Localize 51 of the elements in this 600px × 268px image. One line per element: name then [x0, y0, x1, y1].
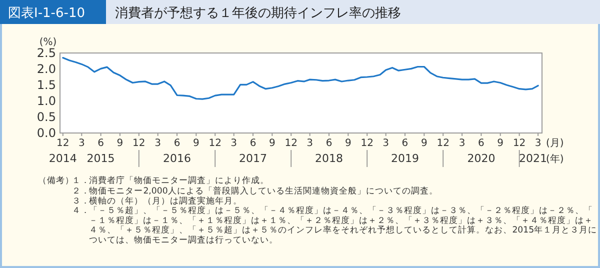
x-tick-label: 3: [534, 138, 542, 149]
x-tick-label: 6: [174, 138, 180, 149]
y-tick-label: 2.5: [36, 46, 56, 60]
text: （備考）: [38, 175, 74, 186]
x2-tick-label: 2015: [86, 152, 115, 165]
x-tick-label: 9: [116, 138, 124, 149]
x-tick-label: 12: [512, 138, 526, 149]
y-tick-label: 0.0: [36, 126, 56, 140]
y-axis-title: (%): [39, 37, 57, 48]
x-tick-label: 3: [154, 138, 162, 149]
y-tick-label: 2.0: [36, 62, 56, 76]
text: ４．「－５％超」、「－５％程度」は－５％、「－４％程度」は－４％、「－３％程度」は－３％、「－２％程度」は－２％、「－１％程度」は－１％、「＋１％程度」は＋１％、「＋２％程度」は＋２％、「＋３％程度」は＋３％、「＋４％程度」は＋４％、「＋５％程度」、「＋５％超」は＋５％のインフレ率をそれぞれ予想しているとして計算。なお、2015年１月と３月については、物価モニター調査は行っていない。: [72, 205, 598, 246]
y-tick-label: 1.0: [36, 94, 56, 108]
x2-tick-label: 2014: [48, 152, 77, 165]
x-tick-label: 3: [78, 138, 85, 149]
x-tick-label: 3: [230, 138, 238, 149]
x2-tick-label: 2019: [391, 152, 419, 165]
x-tick-label: 9: [268, 138, 276, 149]
x-tick-label: 3: [458, 138, 466, 149]
x2-axis-title: (年): [546, 153, 564, 165]
x-tick-label: 12: [436, 138, 450, 149]
x-tick-label: 6: [98, 138, 104, 149]
x-tick-label: 6: [402, 138, 408, 149]
x-tick-label: 12: [360, 138, 374, 149]
x2-tick-label: 2021: [519, 152, 548, 165]
x-tick-label: 3: [306, 138, 314, 149]
x-axis-title: (月): [546, 138, 564, 149]
x2-tick-label: 2018: [315, 152, 344, 165]
x-tick-label: 12: [56, 138, 70, 149]
text: １．消費者庁「物価モニター調査」により作成。: [72, 175, 270, 186]
x-tick-label: 12: [132, 138, 146, 149]
y-tick-label: 0.5: [36, 110, 56, 124]
chart-title: 消費者が予想する１年後の期待インフレ率の推移: [115, 5, 401, 21]
x-tick-label: 12: [284, 138, 298, 149]
text: ２．物価モニター2,000人による「普段購入している生活関連物資全般」についての調査。: [72, 186, 438, 196]
x2-tick-label: 2020: [467, 152, 496, 165]
x-tick-label: 12: [208, 138, 222, 149]
x-tick-label: 6: [478, 138, 484, 149]
x-tick-label: 9: [420, 138, 428, 149]
x-tick-label: 9: [344, 138, 352, 149]
x-tick-label: 6: [250, 138, 256, 149]
line-series: [62, 57, 539, 100]
x-tick-label: 6: [326, 138, 332, 149]
x2-tick-label: 2017: [239, 152, 268, 165]
x-tick-label: 9: [192, 138, 200, 149]
y-tick-label: 1.5: [36, 78, 56, 92]
x-tick-label: 3: [382, 138, 390, 149]
chart-subtitle: 図表Ⅰ-1-6-10: [8, 6, 85, 21]
x2-tick-label: 2016: [163, 152, 192, 165]
text: ３．横軸の（年）（月）は調査実施年月。: [72, 195, 242, 206]
x-tick-label: 9: [497, 138, 504, 149]
